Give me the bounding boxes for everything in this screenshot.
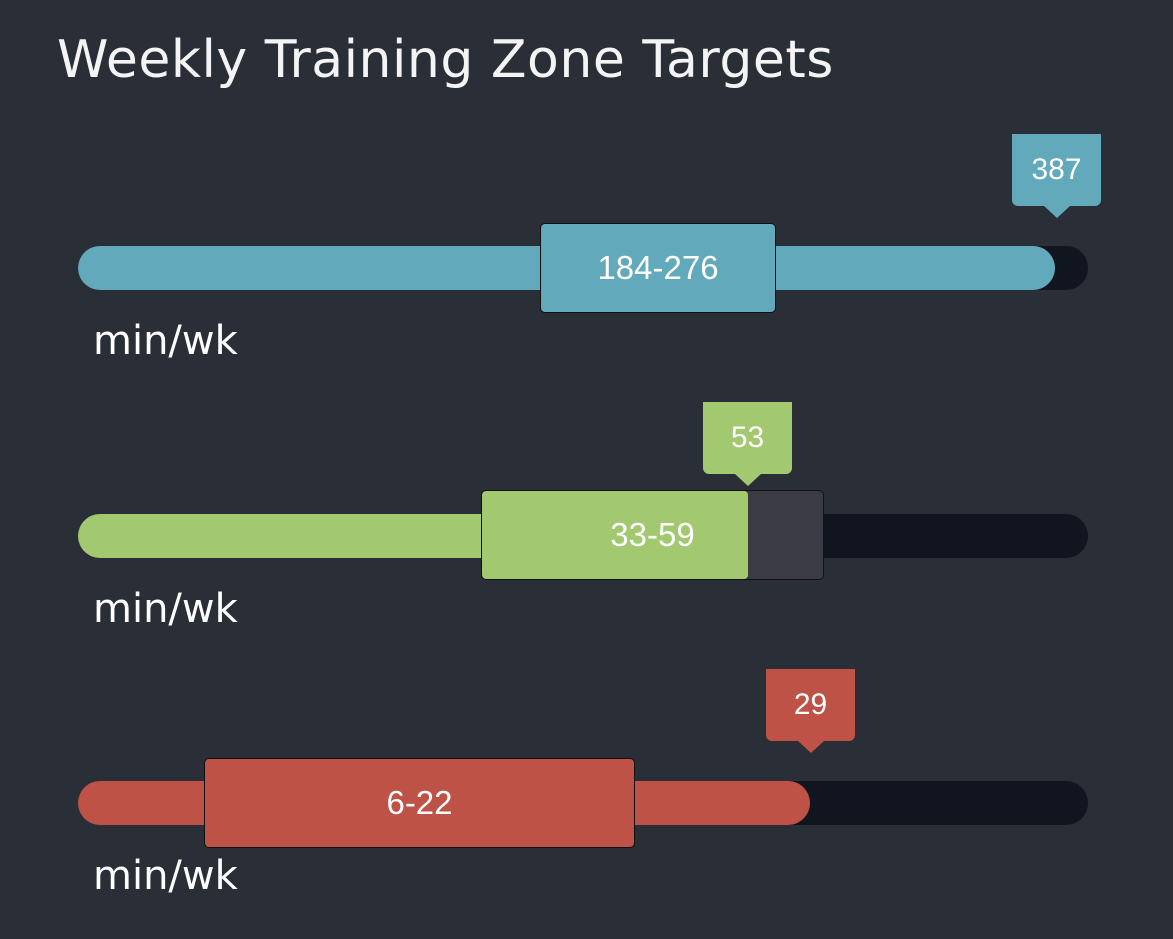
target-range-label: 33-59 [610, 516, 695, 553]
unit-label: min/wk [93, 853, 238, 899]
unit-label: min/wk [93, 318, 238, 364]
target-range-label: 184-276 [597, 249, 719, 286]
unit-label: min/wk [93, 586, 238, 632]
actual-value-label: 387 [1031, 153, 1082, 186]
chart-title: Weekly Training Zone Targets [57, 30, 834, 90]
zone-row-3: 6-22 29 min/wk [0, 0, 1173, 899]
zone-row-2: 33-59 53 min/wk [0, 0, 1173, 632]
target-range-label: 6-22 [386, 784, 453, 821]
actual-value-marker: 29 [766, 669, 855, 753]
actual-value-marker: 53 [703, 402, 792, 486]
target-range-fill [482, 491, 748, 579]
zone-row-1: 184-276 387 min/wk [0, 0, 1173, 364]
target-range-box: 33-59 [481, 490, 824, 580]
actual-value-label: 53 [730, 421, 765, 454]
target-range-box: 6-22 [204, 758, 635, 848]
target-range-box: 184-276 [540, 223, 776, 313]
actual-value-label: 29 [793, 688, 828, 721]
actual-value-marker: 387 [1012, 134, 1101, 218]
